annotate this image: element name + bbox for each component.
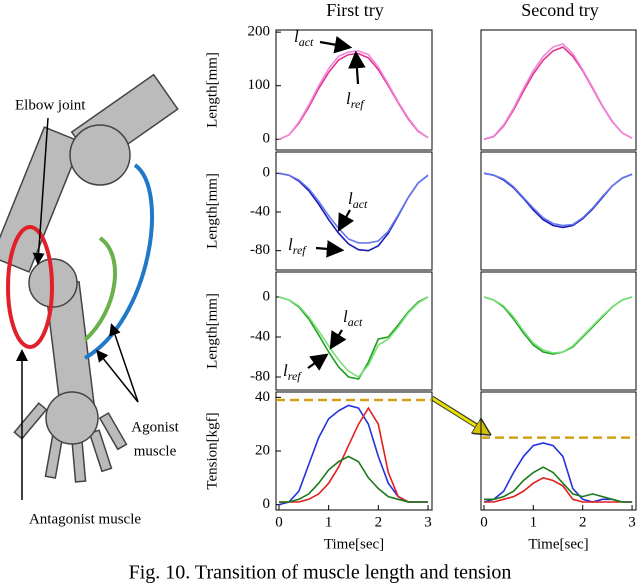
annotation-text: l (346, 89, 351, 108)
plot-frame (275, 29, 433, 151)
annotation: lact (348, 189, 368, 211)
x-axis-label: Time[sec] (528, 536, 588, 552)
data-line (278, 296, 429, 379)
muscles (6, 163, 155, 360)
annotation-text: l (343, 307, 348, 326)
y-tick-label: -40 (250, 203, 270, 219)
annotation: lact (343, 307, 363, 329)
annotation-arrow (348, 50, 366, 85)
x-tick-label: 3 (424, 514, 432, 530)
annotation: lact (294, 27, 314, 49)
annotation-arrow (307, 353, 329, 371)
plot-frame (275, 391, 433, 511)
y-tick-label: 0 (263, 288, 271, 304)
data-line (278, 172, 429, 252)
y-tick-label: 40 (255, 389, 270, 405)
y-tick-label: 0 (263, 131, 271, 147)
comparison-arrow (431, 396, 486, 432)
elbow-label: Elbow joint (15, 97, 86, 113)
data-line (278, 296, 429, 380)
column-title: First try (326, 0, 384, 20)
y-tick-label: -40 (250, 328, 270, 344)
data-line (278, 404, 428, 506)
diagram-arrows (16, 117, 139, 500)
annotation-subscript: act (353, 197, 368, 211)
annotation-arrow (319, 36, 353, 54)
plot-frame (480, 29, 637, 151)
y-axis-label: Length[mm] (204, 173, 220, 249)
y-tick-label: 20 (255, 442, 270, 458)
annotation-text: l (288, 235, 293, 254)
antagonist-label: Antagonist muscle (29, 511, 141, 527)
y-tick-label: 0 (263, 165, 271, 181)
data-line (278, 50, 429, 141)
x-tick-label: 0 (480, 514, 488, 530)
y-tick-label: -80 (250, 368, 270, 384)
annotation-subscript: act (299, 35, 314, 49)
agonist-label: muscle (134, 443, 177, 459)
annotation-text: l (294, 27, 299, 46)
annotation-subscript: ref (351, 97, 366, 111)
caption: Fig. 10. Transition of muscle length and… (129, 562, 512, 584)
annotation-arrow (315, 240, 345, 258)
x-tick-label: 3 (628, 514, 636, 530)
data-line (483, 46, 633, 141)
y-tick-label: 200 (248, 24, 271, 40)
annotation-subscript: act (348, 315, 363, 329)
y-axis-label: Tension[kgf] (204, 412, 220, 489)
annotation: lref (288, 235, 307, 257)
x-tick-label: 0 (275, 514, 283, 530)
plot-frame (480, 391, 637, 511)
data-line (483, 42, 633, 141)
x-tick-label: 1 (530, 514, 538, 530)
data-line (279, 406, 428, 503)
data-line (484, 466, 633, 503)
plot-frame (275, 151, 433, 271)
data-line (484, 476, 633, 503)
y-tick-label: 100 (248, 77, 271, 93)
annotation: lref (346, 89, 365, 111)
x-tick-label: 2 (375, 514, 383, 530)
plot-frame (480, 271, 637, 391)
x-axis-label: Time[sec] (324, 536, 384, 552)
column-title: Second try (521, 0, 598, 20)
arm-diagram (0, 73, 179, 483)
y-tick-label: -80 (250, 242, 270, 258)
annotation-arrow (337, 209, 355, 232)
data-line (483, 442, 633, 503)
y-axis-label: Length[mm] (204, 293, 220, 369)
y-axis-label: Length[mm] (204, 52, 220, 128)
data-line (483, 296, 633, 354)
annotation-text: l (283, 361, 288, 380)
y-tick-label: 0 (263, 496, 271, 512)
data-line (279, 455, 428, 503)
annotation-text: l (348, 189, 353, 208)
annotation: lref (283, 361, 302, 383)
data-line (278, 172, 429, 244)
data-line (483, 296, 633, 355)
annotation-subscript: ref (293, 243, 308, 257)
plot-frame (480, 151, 637, 271)
data-line (483, 172, 633, 227)
annotation-arrow (329, 329, 347, 350)
agonist-label: Agonist (131, 419, 179, 435)
x-tick-label: 1 (325, 514, 333, 530)
annotation-subscript: ref (288, 369, 303, 383)
plot-frame (275, 271, 433, 391)
x-tick-label: 2 (579, 514, 587, 530)
